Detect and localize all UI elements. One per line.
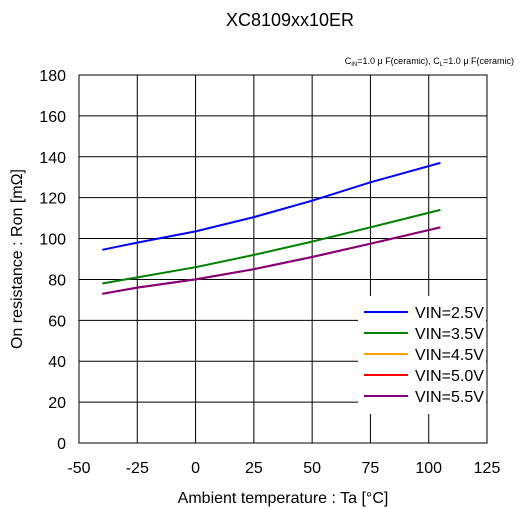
series-line (102, 208, 441, 285)
y-tick-label: 100 (39, 232, 66, 249)
y-tick-label: 120 (39, 191, 66, 208)
y-tick-label: 60 (48, 313, 66, 330)
cin-subscript: IN (351, 62, 357, 68)
y-tick-label: 20 (48, 395, 66, 412)
chart-title: XC8109xx10ER (226, 10, 354, 30)
x-tick-label: 125 (474, 460, 501, 477)
legend-label: VIN=2.5V (415, 305, 484, 322)
legend-label: VIN=5.5V (415, 389, 484, 406)
y-tick-label: 0 (57, 436, 66, 453)
chart-subtitle: CIN=1.0 μ F(ceramic), CL=1.0 μ F(ceramic… (345, 56, 514, 68)
y-tick-label: 180 (39, 68, 66, 85)
x-tick-label: 50 (303, 460, 321, 477)
x-axis-title: Ambient temperature : Ta [°C] (178, 490, 389, 507)
x-tick-label: -25 (126, 460, 149, 477)
cl-value: =1.0 μ F(ceramic) (443, 56, 514, 66)
y-axis-title: On resistance : Ron [mΩ] (9, 169, 26, 349)
x-tick-label: 25 (245, 460, 263, 477)
x-tick-label: 75 (362, 460, 380, 477)
legend: VIN=2.5V VIN=3.5V VIN=4.5V VIN=5.0V VIN=5.5V (364, 305, 484, 406)
y-tick-labels: 0 20 40 60 80 100 120 140 160 180 (39, 68, 66, 453)
legend-label: VIN=5.0V (415, 368, 484, 385)
series-line (102, 226, 441, 295)
y-tick-label: 40 (48, 354, 66, 371)
y-tick-label: 160 (39, 109, 66, 126)
y-tick-label: 140 (39, 150, 66, 167)
series-line (102, 161, 441, 251)
cin-value: =1.0 μ F(ceramic), (357, 56, 430, 66)
cl-symbol: C (433, 56, 440, 66)
cl-subscript: L (440, 62, 444, 68)
y-tick-label: 80 (48, 272, 66, 289)
x-tick-label: -50 (67, 460, 90, 477)
x-tick-label: 0 (191, 460, 200, 477)
cin-symbol: C (345, 56, 352, 66)
x-tick-label: 100 (415, 460, 442, 477)
x-tick-labels: -50 -25 0 25 50 75 100 125 (67, 460, 500, 477)
series-lines (102, 161, 441, 295)
legend-label: VIN=4.5V (415, 347, 484, 364)
legend-label: VIN=3.5V (415, 326, 484, 343)
